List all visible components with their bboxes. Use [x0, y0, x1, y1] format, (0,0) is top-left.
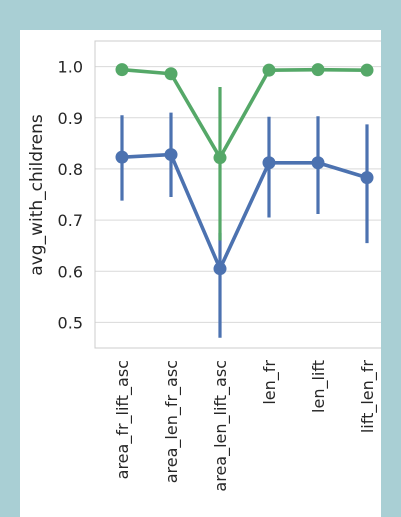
y-tick-label: 0.7	[58, 211, 83, 230]
y-axis-label: avg_with_childrens	[27, 114, 47, 276]
y-tick-label: 0.6	[58, 262, 83, 281]
chart-panel: 0.5 0.6 0.7 0.8 0.9 1.0 area_fr_lift_asc area_…	[20, 30, 381, 517]
series-line	[121, 67, 368, 160]
x-tick-label: len_lift	[309, 360, 329, 413]
plot-area-border	[94, 40, 381, 349]
data-point	[213, 151, 227, 165]
point-plot: 0.50.60.70.80.91.0 area_fr_lift_asc area_…	[27, 40, 381, 492]
series-line	[121, 152, 368, 271]
data-point	[360, 63, 374, 77]
data-point	[164, 148, 178, 162]
data-point	[115, 63, 129, 77]
series-0	[115, 112, 374, 338]
data-point	[262, 63, 276, 77]
y-tick-label: 1.0	[58, 58, 83, 77]
x-tick-label: len_fr	[260, 360, 280, 405]
x-tick-labels: area_fr_lift_asc area_len_fr_asc area_len_…	[113, 360, 378, 492]
x-tick-label: area_len_fr_asc	[162, 360, 182, 483]
y-tick-label: 0.5	[58, 313, 83, 332]
x-tick-label: area_fr_lift_asc	[113, 360, 133, 479]
data-point	[360, 171, 374, 185]
y-tick-labels: 0.5 0.6 0.7 0.8 0.9 1.0	[58, 58, 83, 333]
x-tick-label: area_len_lift_asc	[211, 360, 231, 492]
data-point	[311, 63, 325, 77]
series-layer	[115, 63, 374, 338]
data-point	[311, 156, 325, 170]
y-tick-label: 0.9	[58, 109, 83, 128]
series-1	[115, 63, 374, 241]
x-tick-label: lift_len_fr	[358, 360, 378, 434]
data-point	[115, 150, 129, 164]
data-point	[213, 262, 227, 276]
y-tick-label: 0.8	[58, 160, 83, 179]
data-point	[262, 156, 276, 170]
data-point	[164, 67, 178, 81]
grid-lines	[95, 66, 381, 323]
